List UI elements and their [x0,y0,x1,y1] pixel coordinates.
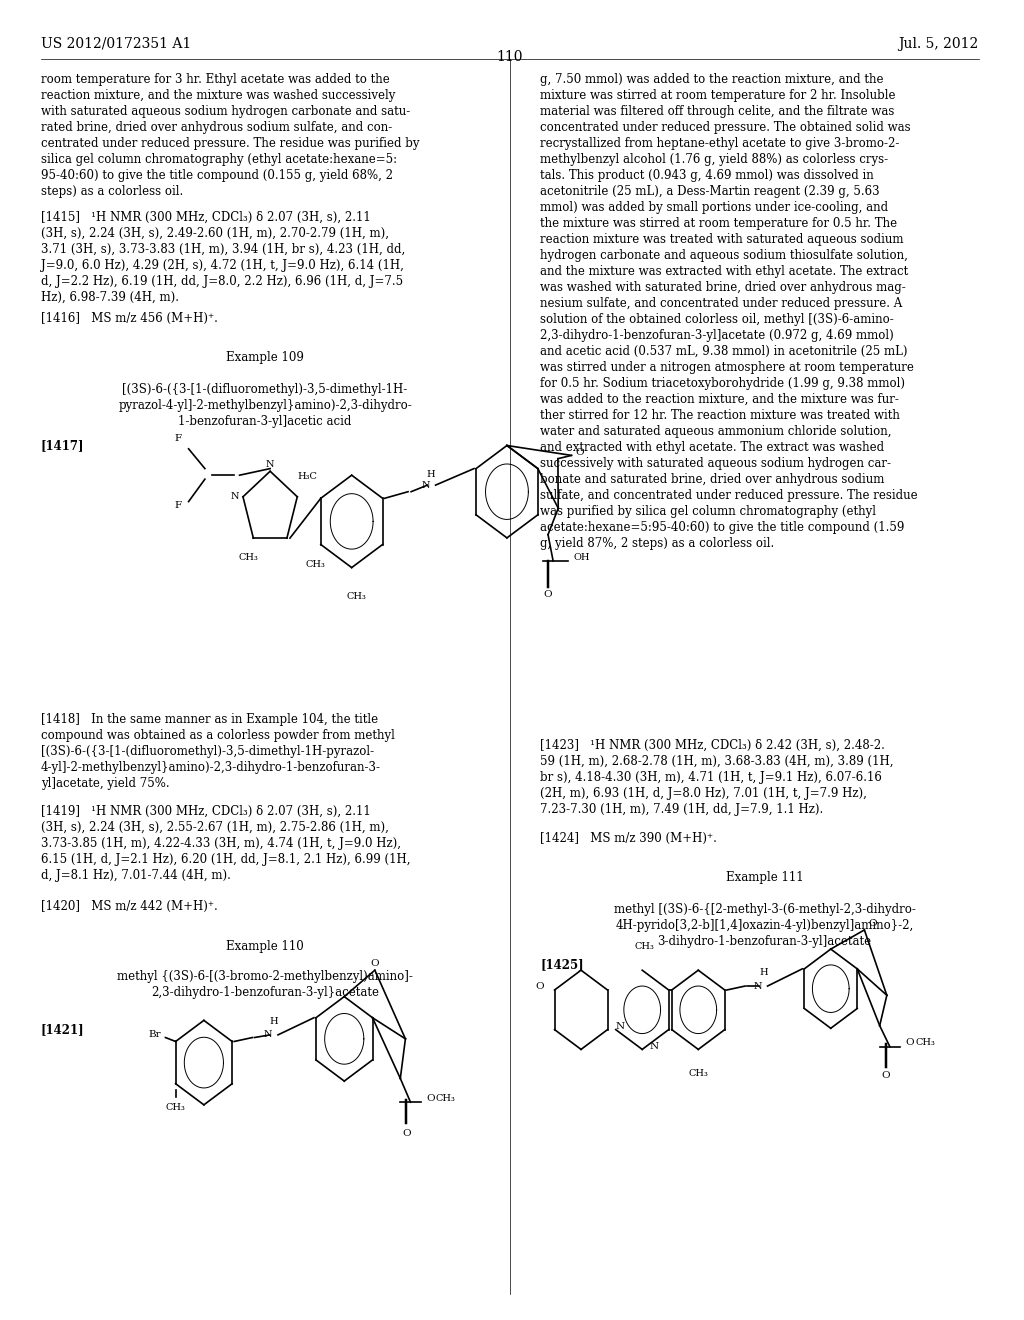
Text: 110: 110 [497,50,523,65]
Text: US 2012/0172351 A1: US 2012/0172351 A1 [41,37,191,51]
Text: O: O [544,590,552,598]
Text: CH₃: CH₃ [239,553,258,562]
Text: [1416]   MS m/z 456 (M+H)⁺.: [1416] MS m/z 456 (M+H)⁺. [41,312,218,325]
Text: [1419]   ¹H NMR (300 MHz, CDCl₃) δ 2.07 (3H, s), 2.11
(3H, s), 2.24 (3H, s), 2.5: [1419] ¹H NMR (300 MHz, CDCl₃) δ 2.07 (3… [41,805,411,882]
Text: Jul. 5, 2012: Jul. 5, 2012 [898,37,979,51]
Text: O: O [371,960,379,968]
Text: O: O [905,1039,913,1047]
Text: [1423]   ¹H NMR (300 MHz, CDCl₃) δ 2.42 (3H, s), 2.48-2.
59 (1H, m), 2.68-2.78 (: [1423] ¹H NMR (300 MHz, CDCl₃) δ 2.42 (3… [541,739,894,816]
Text: [1424]   MS m/z 390 (M+H)⁺.: [1424] MS m/z 390 (M+H)⁺. [541,832,717,845]
Text: F: F [175,502,182,510]
Text: N: N [615,1023,625,1031]
Text: Example 111: Example 111 [726,871,804,884]
Text: Br: Br [148,1031,162,1039]
Text: N: N [266,461,274,469]
Text: O: O [868,919,877,928]
Text: CH₃: CH₃ [347,593,367,601]
Text: F: F [175,434,182,442]
Text: CH₃: CH₃ [306,560,326,569]
Text: O: O [535,982,544,990]
Text: CH₃: CH₃ [436,1094,456,1102]
Text: N: N [230,492,239,502]
Text: O: O [575,449,584,457]
Text: Example 110: Example 110 [226,940,304,953]
Text: [1425]: [1425] [541,958,584,972]
Text: CH₃: CH₃ [166,1104,185,1111]
Text: Example 109: Example 109 [226,351,304,364]
Text: H₃C: H₃C [298,473,317,482]
Text: N: N [421,480,430,490]
Text: H: H [759,969,768,977]
Text: g, 7.50 mmol) was added to the reaction mixture, and the
mixture was stirred at : g, 7.50 mmol) was added to the reaction … [541,73,918,549]
Text: [1415]   ¹H NMR (300 MHz, CDCl₃) δ 2.07 (3H, s), 2.11
(3H, s), 2.24 (3H, s), 2.4: [1415] ¹H NMR (300 MHz, CDCl₃) δ 2.07 (3… [41,211,406,304]
Text: [1417]: [1417] [41,440,84,453]
Text: OH: OH [573,553,590,561]
Text: O: O [427,1094,435,1102]
Text: CH₃: CH₃ [915,1039,935,1047]
Text: CH₃: CH₃ [688,1069,709,1077]
Text: [(3S)-6-({3-[1-(difluoromethyl)-3,5-dimethyl-1H-
pyrazol-4-yl]-2-methylbenzyl}am: [(3S)-6-({3-[1-(difluoromethyl)-3,5-dime… [118,383,412,428]
Text: H: H [269,1018,279,1026]
Text: [1421]: [1421] [41,1023,84,1036]
Text: N: N [753,982,762,990]
Text: room temperature for 3 hr. Ethyl acetate was added to the
reaction mixture, and : room temperature for 3 hr. Ethyl acetate… [41,73,419,198]
Text: N: N [263,1031,272,1039]
Text: O: O [882,1071,890,1080]
Text: H: H [426,470,435,479]
Text: [1420]   MS m/z 442 (M+H)⁺.: [1420] MS m/z 442 (M+H)⁺. [41,900,217,913]
Text: N: N [650,1043,659,1051]
Text: CH₃: CH₃ [634,942,654,950]
Text: methyl [(3S)-6-{[2-methyl-3-(6-methyl-2,3-dihydro-
4H-pyrido[3,2-b][1,4]oxazin-4: methyl [(3S)-6-{[2-methyl-3-(6-methyl-2,… [613,903,915,948]
Text: methyl {(3S)-6-[(3-bromo-2-methylbenzyl)amino]-
2,3-dihydro-1-benzofuran-3-yl}ac: methyl {(3S)-6-[(3-bromo-2-methylbenzyl)… [117,970,413,999]
Text: [1418]   In the same manner as in Example 104, the title
compound was obtained a: [1418] In the same manner as in Example … [41,713,394,789]
Text: O: O [402,1129,411,1138]
